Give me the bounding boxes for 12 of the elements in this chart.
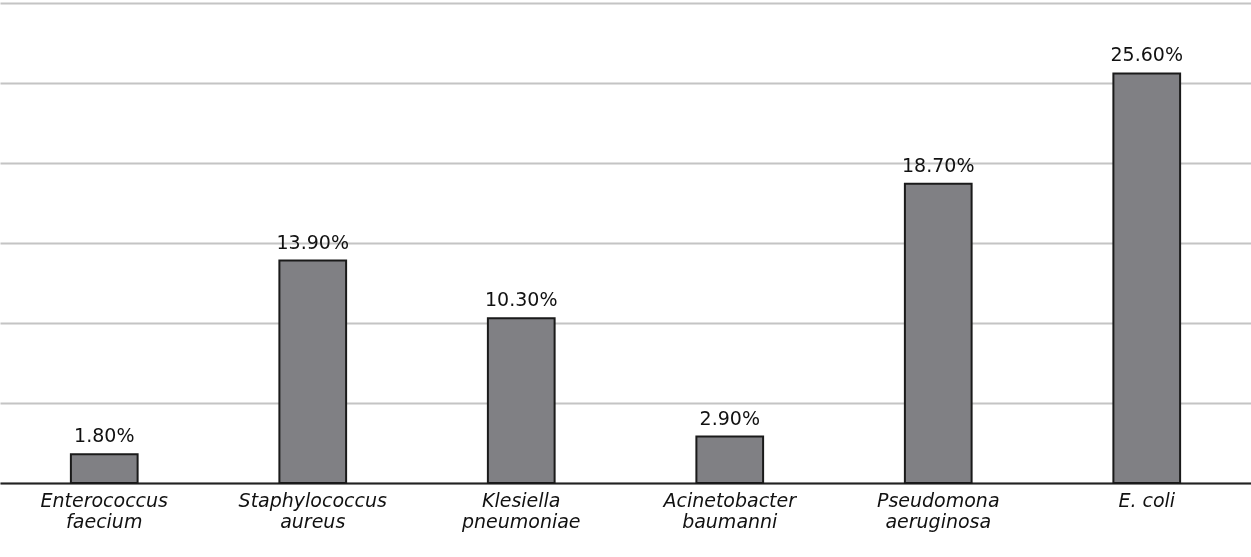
x-tick-label: E. coli [1118,488,1176,511]
x-tick-label: Staphylococcus aureus [238,488,387,532]
data-label: 25.60% [1110,43,1183,66]
data-label: 13.90% [276,230,349,253]
x-tick-label: Klesiella pneumoniae [460,488,581,532]
data-label: 1.80% [74,424,135,447]
x-tick-label: Enterococcus faecium [40,488,169,532]
x-tick-label: Pseudomona aeruginosa [876,488,1000,532]
data-label: 2.90% [699,406,760,429]
x-tick-label: Acinetobacter baumanni [661,488,798,532]
data-label: 18.70% [902,153,975,176]
data-label: 10.30% [485,288,558,311]
